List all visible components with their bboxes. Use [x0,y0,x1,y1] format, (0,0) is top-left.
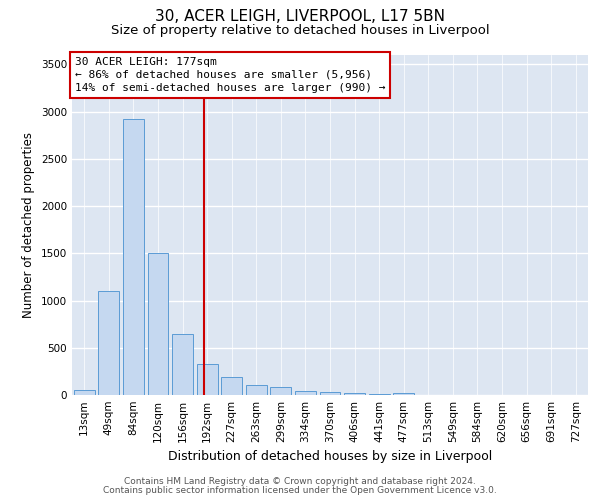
Y-axis label: Number of detached properties: Number of detached properties [22,132,35,318]
Bar [221,377,242,395]
Text: 30, ACER LEIGH, LIVERPOOL, L17 5BN: 30, ACER LEIGH, LIVERPOOL, L17 5BN [155,9,445,24]
Bar [172,334,193,395]
Bar [246,385,267,395]
Bar [197,364,218,395]
X-axis label: Distribution of detached houses by size in Liverpool: Distribution of detached houses by size … [168,450,492,464]
Bar [320,392,340,395]
Text: Contains HM Land Registry data © Crown copyright and database right 2024.: Contains HM Land Registry data © Crown c… [124,478,476,486]
Bar [98,291,119,395]
Bar [344,393,365,395]
Bar [368,394,389,395]
Text: 30 ACER LEIGH: 177sqm
← 86% of detached houses are smaller (5,956)
14% of semi-d: 30 ACER LEIGH: 177sqm ← 86% of detached … [74,56,385,93]
Bar [123,119,144,395]
Bar [74,390,95,395]
Bar [271,386,292,395]
Bar [148,254,169,395]
Text: Size of property relative to detached houses in Liverpool: Size of property relative to detached ho… [110,24,490,37]
Bar [295,391,316,395]
Bar [393,392,414,395]
Text: Contains public sector information licensed under the Open Government Licence v3: Contains public sector information licen… [103,486,497,495]
